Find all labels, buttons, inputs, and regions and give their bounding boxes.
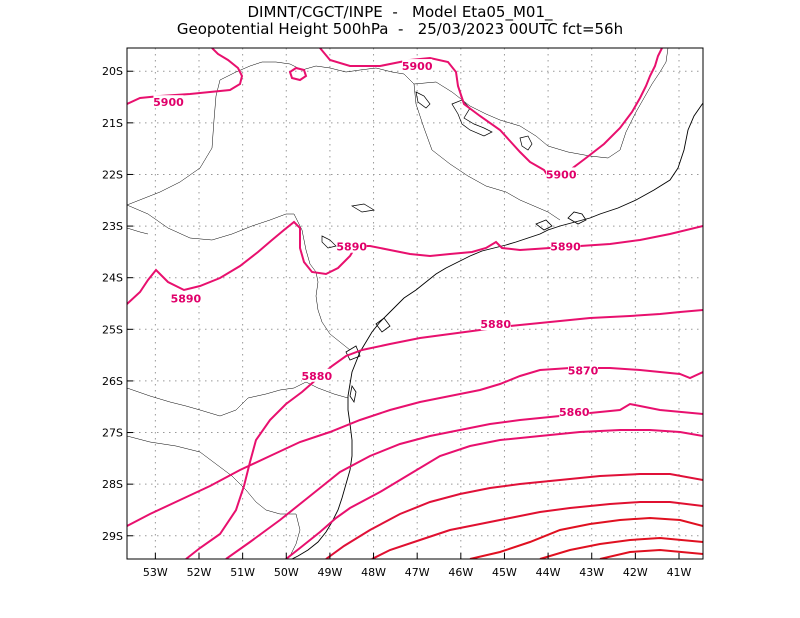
- contour-5850: [285, 429, 703, 559]
- contour-labels: 5900 5900 5900 5890 5890 5890 5880 5880 5870 5860: [153, 59, 599, 419]
- contour-label-bg: [559, 404, 590, 418]
- coastline: [290, 102, 703, 559]
- paranagua-bay: [345, 317, 391, 361]
- contour-label: 5890: [336, 241, 367, 254]
- bay-guanabara: [535, 211, 587, 231]
- grid-lines: [127, 48, 703, 559]
- contour-label: 5900: [546, 168, 577, 181]
- contour-5810: [539, 536, 703, 559]
- contour-5900-north: [319, 48, 663, 180]
- contour-5830: [371, 501, 703, 559]
- lon-tick-label: 52W: [187, 566, 212, 579]
- longitude-labels: 53W 52W 51W 50W 49W 48W 47W 46W 45W 44W 43W 42W 41W: [143, 566, 692, 579]
- latitude-labels: 20S 21S 22S 23S 24S 25S 26S 27S 28S 29S: [102, 65, 123, 543]
- contour-label: 5890: [550, 241, 581, 254]
- contour-label: 5900: [153, 96, 184, 109]
- contour-label: 5880: [302, 370, 333, 383]
- lat-tick-label: 28S: [102, 478, 123, 491]
- lat-tick-label: 26S: [102, 375, 123, 388]
- contour-label-bg: [546, 167, 577, 181]
- contour-5800: [599, 548, 703, 559]
- lon-tick-label: 51W: [230, 566, 255, 579]
- contours: [127, 48, 703, 559]
- lon-tick-label: 47W: [405, 566, 430, 579]
- lat-tick-label: 27S: [102, 427, 123, 440]
- contour-label-bg: [170, 291, 201, 305]
- plot-frame: [126, 47, 704, 560]
- lon-tick-label: 46W: [448, 566, 473, 579]
- lon-tick-label: 42W: [623, 566, 648, 579]
- contour-5900-west: [127, 48, 244, 105]
- title-line-2: Geopotential Height 500hPa - 25/03/2023 …: [176, 20, 624, 38]
- contour-label: 5860: [559, 406, 590, 419]
- lon-tick-label: 48W: [361, 566, 386, 579]
- florianopolis-island: [349, 384, 357, 404]
- state-borders: [127, 48, 669, 557]
- lat-tick-label: 24S: [102, 272, 123, 285]
- contour-5840: [325, 473, 703, 559]
- contour-5880: [185, 309, 703, 559]
- lat-tick-label: 23S: [102, 220, 123, 233]
- contour-label-bg: [336, 239, 367, 253]
- contour-5890: [127, 220, 703, 305]
- contour-5870: [127, 367, 703, 527]
- lon-tick-label: 53W: [143, 566, 168, 579]
- contour-label: 5870: [568, 365, 599, 378]
- lat-tick-label: 25S: [102, 323, 123, 336]
- contour-label-bg: [480, 317, 511, 331]
- lon-tick-label: 43W: [579, 566, 604, 579]
- geography: [127, 48, 703, 559]
- contour-5820: [469, 516, 703, 559]
- contour-5860: [225, 402, 703, 559]
- lon-tick-label: 49W: [317, 566, 342, 579]
- lat-tick-label: 29S: [102, 530, 123, 543]
- lon-tick-label: 41W: [667, 566, 692, 579]
- lon-tick-label: 44W: [536, 566, 561, 579]
- chart-title: DIMNT/CGCT/INPE - Model Eta05_M01_ Geopo…: [0, 4, 800, 38]
- lat-tick-label: 21S: [102, 117, 123, 130]
- contour-label-bg: [301, 368, 332, 382]
- title-line-1: DIMNT/CGCT/INPE - Model Eta05_M01_: [247, 3, 553, 21]
- contour-label-bg: [402, 59, 433, 73]
- contour-label: 5880: [480, 318, 511, 331]
- lon-tick-label: 45W: [492, 566, 517, 579]
- contour-5900-closed: [288, 66, 308, 82]
- lat-tick-label: 22S: [102, 168, 123, 181]
- lat-tick-label: 20S: [102, 65, 123, 78]
- contour-label-bg: [550, 239, 581, 253]
- contour-label-bg: [153, 95, 184, 109]
- contour-label: 5890: [171, 292, 202, 305]
- axis-ticks: [127, 70, 680, 559]
- contour-label: 5900: [402, 60, 433, 73]
- reservoirs: [321, 91, 533, 249]
- contour-label-bg: [568, 363, 598, 377]
- lon-tick-label: 50W: [274, 566, 299, 579]
